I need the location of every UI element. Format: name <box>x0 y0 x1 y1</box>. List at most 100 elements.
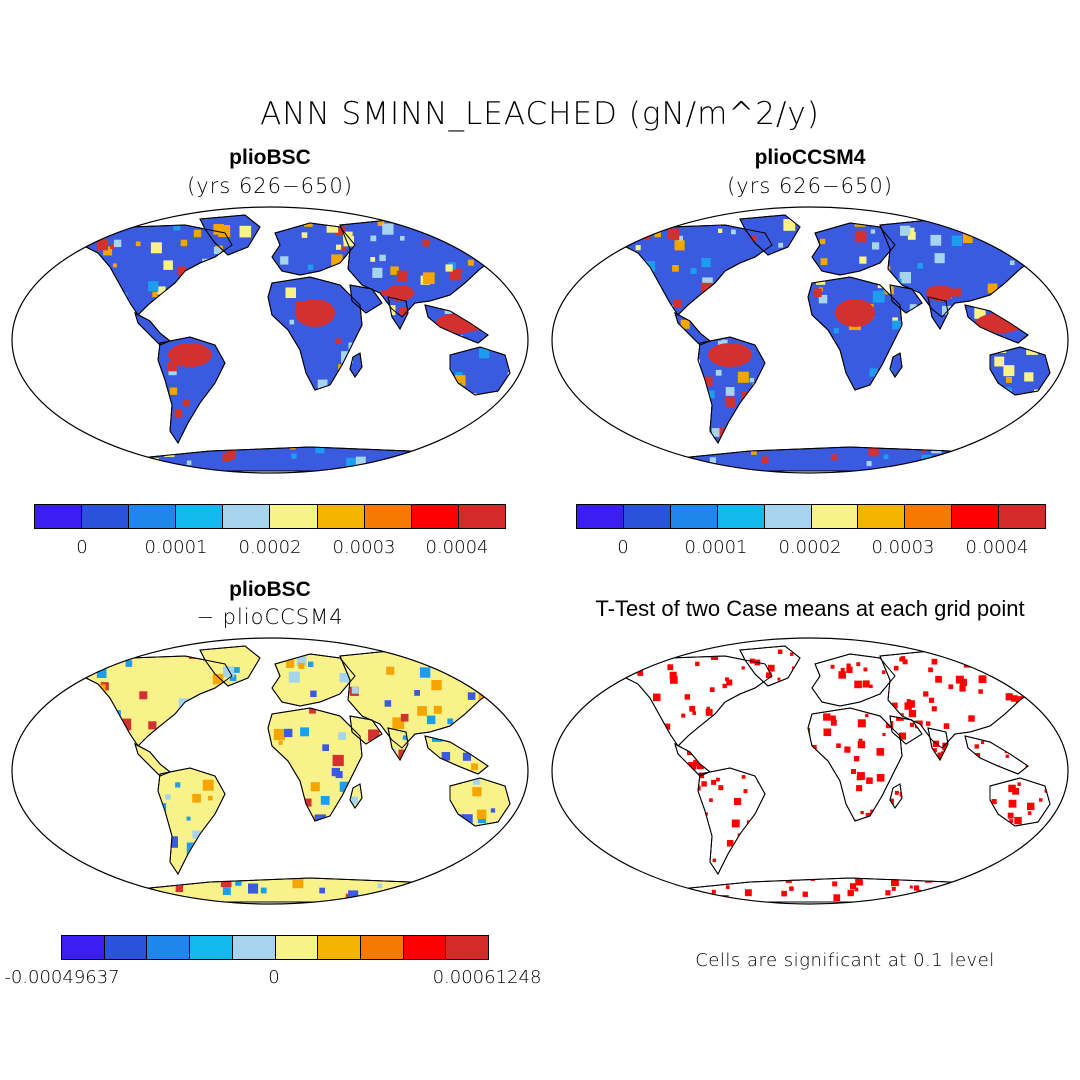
colorbar-swatch <box>858 505 906 528</box>
data-cell <box>472 852 485 865</box>
data-cell <box>725 885 730 889</box>
data-cell <box>701 258 711 268</box>
data-cell <box>983 872 989 878</box>
data-cell <box>819 238 826 245</box>
data-cell <box>751 235 757 241</box>
data-cell <box>368 729 380 741</box>
data-cell <box>572 884 577 889</box>
data-cell <box>715 369 722 376</box>
data-cell <box>49 456 59 466</box>
data-cell <box>315 444 325 454</box>
data-cell <box>595 876 602 883</box>
data-cell <box>192 830 201 839</box>
data-cell <box>426 459 435 468</box>
data-cell <box>781 890 787 897</box>
data-cell <box>892 317 898 323</box>
coastline <box>199 645 261 687</box>
coastline <box>739 645 801 687</box>
colorbar-tick: 0.00061248 <box>432 967 542 988</box>
data-cell <box>392 717 405 729</box>
data-cell <box>46 856 56 866</box>
coastline <box>424 735 489 775</box>
data-cell <box>42 888 47 893</box>
data-cell <box>999 888 1004 893</box>
data-cell <box>396 270 408 282</box>
data-cell <box>669 671 677 679</box>
data-cell <box>661 889 665 894</box>
data-cell <box>400 713 409 722</box>
data-cell <box>322 744 329 751</box>
data-cell <box>1050 677 1058 684</box>
data-cell <box>1019 684 1026 691</box>
data-cell <box>23 677 28 682</box>
data-cell <box>1028 663 1034 669</box>
data-cell <box>96 668 107 678</box>
data-cell <box>603 453 613 463</box>
data-cell <box>1063 708 1067 712</box>
data-cell <box>517 255 522 262</box>
data-cell <box>1059 811 1062 819</box>
coastline <box>989 777 1051 827</box>
data-cell <box>865 713 869 718</box>
data-cell <box>1045 690 1054 698</box>
data-cell <box>709 457 716 464</box>
data-cell <box>908 709 917 718</box>
data-cell <box>433 705 442 714</box>
data-cell <box>1027 811 1032 815</box>
data-cell <box>989 878 995 884</box>
data-cell <box>909 885 913 889</box>
data-cell <box>900 225 911 236</box>
data-cell <box>563 885 569 891</box>
data-cell <box>689 705 696 712</box>
data-cell <box>579 419 588 428</box>
coastline <box>79 224 233 316</box>
data-cell <box>1009 260 1015 266</box>
data-cell <box>449 664 456 671</box>
coastline <box>387 727 409 761</box>
coastline <box>807 707 903 822</box>
data-cell <box>273 728 286 741</box>
data-cell <box>1003 365 1015 377</box>
data-cell <box>996 662 1000 666</box>
data-cell <box>561 882 566 887</box>
data-cell <box>855 877 863 886</box>
data-cell <box>818 294 828 304</box>
data-cell <box>932 740 940 747</box>
data-cell <box>222 453 231 462</box>
data-cell <box>310 782 320 792</box>
coastline <box>674 742 711 777</box>
colorbar-swatch <box>623 505 671 528</box>
data-cell <box>320 796 330 805</box>
data-cell <box>499 231 507 239</box>
data-cell <box>139 691 148 700</box>
coastline <box>157 336 226 444</box>
coastline <box>807 276 903 391</box>
data-cell <box>637 670 644 676</box>
data-cell <box>445 264 453 272</box>
data-cell <box>635 245 641 251</box>
data-cell <box>744 889 752 897</box>
data-cell <box>1005 754 1009 758</box>
data-cell <box>928 667 933 673</box>
data-cell <box>300 727 309 737</box>
data-cell <box>606 663 610 667</box>
data-cell <box>706 706 710 711</box>
coastline <box>349 715 383 745</box>
data-cell <box>377 219 385 226</box>
colorbar-swatch <box>670 505 718 528</box>
data-cell <box>555 680 562 687</box>
data-cell <box>712 858 717 863</box>
data-cell <box>725 396 736 408</box>
data-cell <box>673 299 682 308</box>
data-cell <box>943 723 950 729</box>
data-cell <box>974 660 980 666</box>
data-cell <box>45 247 52 254</box>
data-cell <box>741 666 745 670</box>
data-cell <box>1010 647 1018 655</box>
colorbar-tick: 0.0003 <box>871 537 935 558</box>
data-cell <box>559 417 568 426</box>
colorbar-tick: 0.0002 <box>238 537 302 558</box>
data-cell <box>381 290 387 297</box>
data-cell <box>667 228 680 240</box>
data-cell <box>450 268 462 281</box>
